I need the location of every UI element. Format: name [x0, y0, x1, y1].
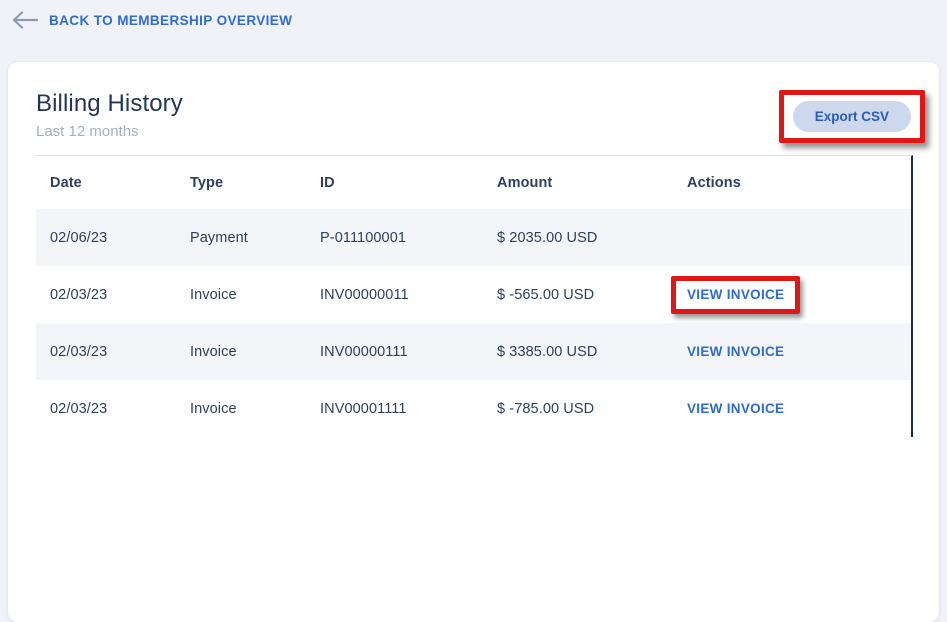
type-cell: Invoice: [190, 343, 237, 360]
type-cell: Payment: [190, 229, 248, 246]
page-title: Billing History: [36, 90, 183, 117]
table-row: 02/03/23 Invoice INV00000111 $ 3385.00 U…: [36, 323, 911, 380]
view-invoice-link[interactable]: VIEW INVOICE: [687, 400, 785, 416]
export-csv-button[interactable]: Export CSV: [792, 101, 911, 132]
id-cell: INV00000011: [320, 286, 409, 303]
column-header-type: Type: [190, 174, 224, 191]
id-cell: P-011100001: [320, 229, 407, 246]
card-header: Billing History Last 12 months Export CS…: [8, 62, 939, 143]
column-header-actions: Actions: [687, 174, 741, 191]
annotation-box-view-invoice: VIEW INVOICE: [671, 275, 801, 314]
table-row: 02/06/23 Payment P-011100001 $ 2035.00 U…: [36, 209, 911, 266]
amount-cell: $ -565.00 USD: [497, 286, 595, 303]
view-invoice-link[interactable]: VIEW INVOICE: [687, 343, 785, 359]
column-header-date: Date: [50, 174, 82, 191]
amount-cell: $ 3385.00 USD: [497, 343, 598, 360]
table-header-row: Date Type ID Amount Actions: [36, 156, 911, 209]
actions-cell: VIEW INVOICE: [673, 344, 911, 360]
back-link[interactable]: BACK TO MEMBERSHIP OVERVIEW: [12, 11, 292, 29]
column-header-id: ID: [320, 174, 335, 191]
topbar: BACK TO MEMBERSHIP OVERVIEW: [0, 0, 947, 37]
id-cell: INV00001111: [320, 400, 407, 417]
date-cell: 02/03/23: [50, 286, 108, 303]
table-row: 02/03/23 Invoice INV00001111 $ -785.00 U…: [36, 380, 911, 437]
back-arrow-icon: [12, 11, 38, 29]
view-invoice-link[interactable]: VIEW INVOICE: [687, 286, 785, 302]
date-cell: 02/03/23: [50, 343, 108, 360]
id-cell: INV00000111: [320, 343, 408, 360]
billing-history-card: Billing History Last 12 months Export CS…: [8, 62, 939, 622]
date-cell: 02/06/23: [50, 229, 108, 246]
back-link-label: BACK TO MEMBERSHIP OVERVIEW: [49, 12, 293, 28]
type-cell: Invoice: [190, 400, 237, 417]
table-row: 02/03/23 Invoice INV00000011 $ -565.00 U…: [36, 266, 911, 323]
actions-cell: VIEW INVOICE: [671, 275, 911, 314]
page-subtitle: Last 12 months: [36, 123, 139, 140]
type-cell: Invoice: [190, 286, 237, 303]
column-header-amount: Amount: [497, 174, 553, 191]
amount-cell: $ 2035.00 USD: [497, 229, 598, 246]
title-block: Billing History Last 12 months: [36, 90, 183, 140]
date-cell: 02/03/23: [50, 400, 108, 417]
amount-cell: $ -785.00 USD: [497, 400, 595, 417]
actions-cell: VIEW INVOICE: [673, 401, 911, 417]
annotation-box-export: Export CSV: [778, 90, 925, 143]
billing-table: Date Type ID Amount Actions 02/06/23 Pay…: [36, 155, 913, 437]
